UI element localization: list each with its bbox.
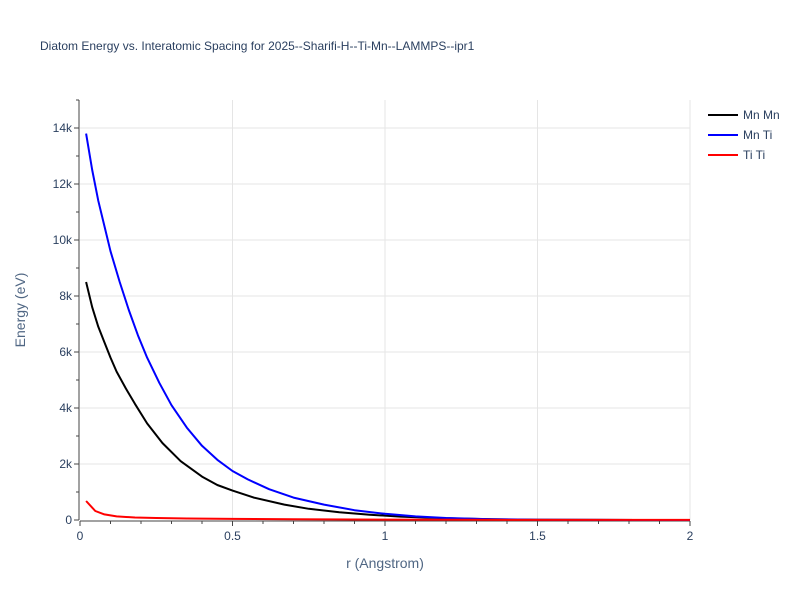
legend: Mn Mn Mn Ti Ti Ti bbox=[708, 108, 780, 162]
chart-title: Diatom Energy vs. Interatomic Spacing fo… bbox=[40, 39, 475, 53]
legend-label: Mn Mn bbox=[743, 108, 780, 122]
x-tick-label: 0.5 bbox=[224, 529, 241, 543]
y-tick-label: 0 bbox=[65, 513, 72, 527]
x-axis-title: r (Angstrom) bbox=[346, 555, 424, 571]
grid-layer bbox=[80, 100, 691, 520]
x-tick-label: 1 bbox=[382, 529, 389, 543]
y-tick-label: 12k bbox=[53, 177, 73, 191]
y-tick-label: 8k bbox=[59, 289, 73, 303]
series-line-mn-mn bbox=[85, 281, 691, 521]
y-tick-label: 14k bbox=[53, 121, 73, 135]
y-tick-label: 6k bbox=[59, 345, 73, 359]
series-line-ti-ti bbox=[85, 500, 690, 521]
legend-label: Mn Ti bbox=[743, 128, 772, 142]
y-tick-label: 10k bbox=[53, 233, 73, 247]
y-tick-label: 2k bbox=[59, 457, 73, 471]
x-tick-label: 1.5 bbox=[529, 529, 546, 543]
x-tick-label: 0 bbox=[77, 529, 84, 543]
y-tick-label: 4k bbox=[59, 401, 73, 415]
series-line-mn-ti bbox=[85, 133, 691, 521]
legend-label: Ti Ti bbox=[743, 148, 765, 162]
x-tick-label: 2 bbox=[687, 529, 694, 543]
axes-layer: 0 2k 4k 6k 8k 10k 12k 14k 0 0.5 1 1.5 2 bbox=[53, 99, 694, 543]
y-axis-title: Energy (eV) bbox=[12, 273, 28, 348]
series-layer bbox=[85, 133, 691, 521]
